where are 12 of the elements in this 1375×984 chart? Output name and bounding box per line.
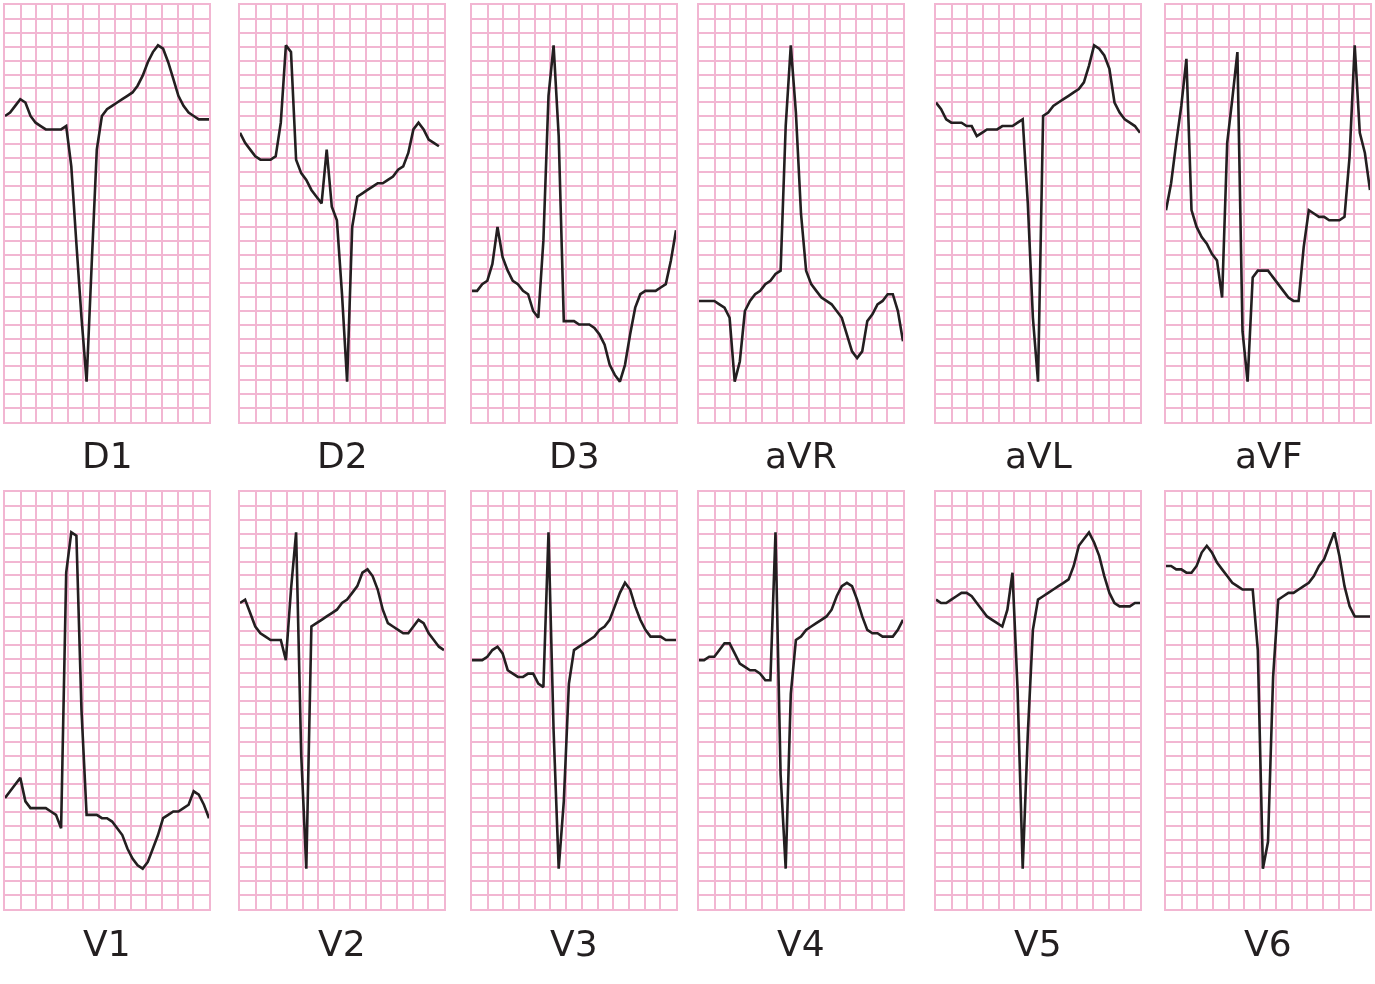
- text: V6: [1244, 923, 1292, 964]
- text: D3: [549, 435, 600, 476]
- text: V4: [777, 923, 825, 964]
- text: aVF: [1235, 435, 1303, 476]
- text: aVL: [1005, 435, 1072, 476]
- text: V5: [1014, 923, 1062, 964]
- text: D2: [317, 435, 368, 476]
- text: V2: [318, 923, 366, 964]
- text: aVR: [765, 435, 837, 476]
- text: D1: [82, 435, 133, 476]
- text: V1: [83, 923, 131, 964]
- text: V3: [550, 923, 598, 964]
